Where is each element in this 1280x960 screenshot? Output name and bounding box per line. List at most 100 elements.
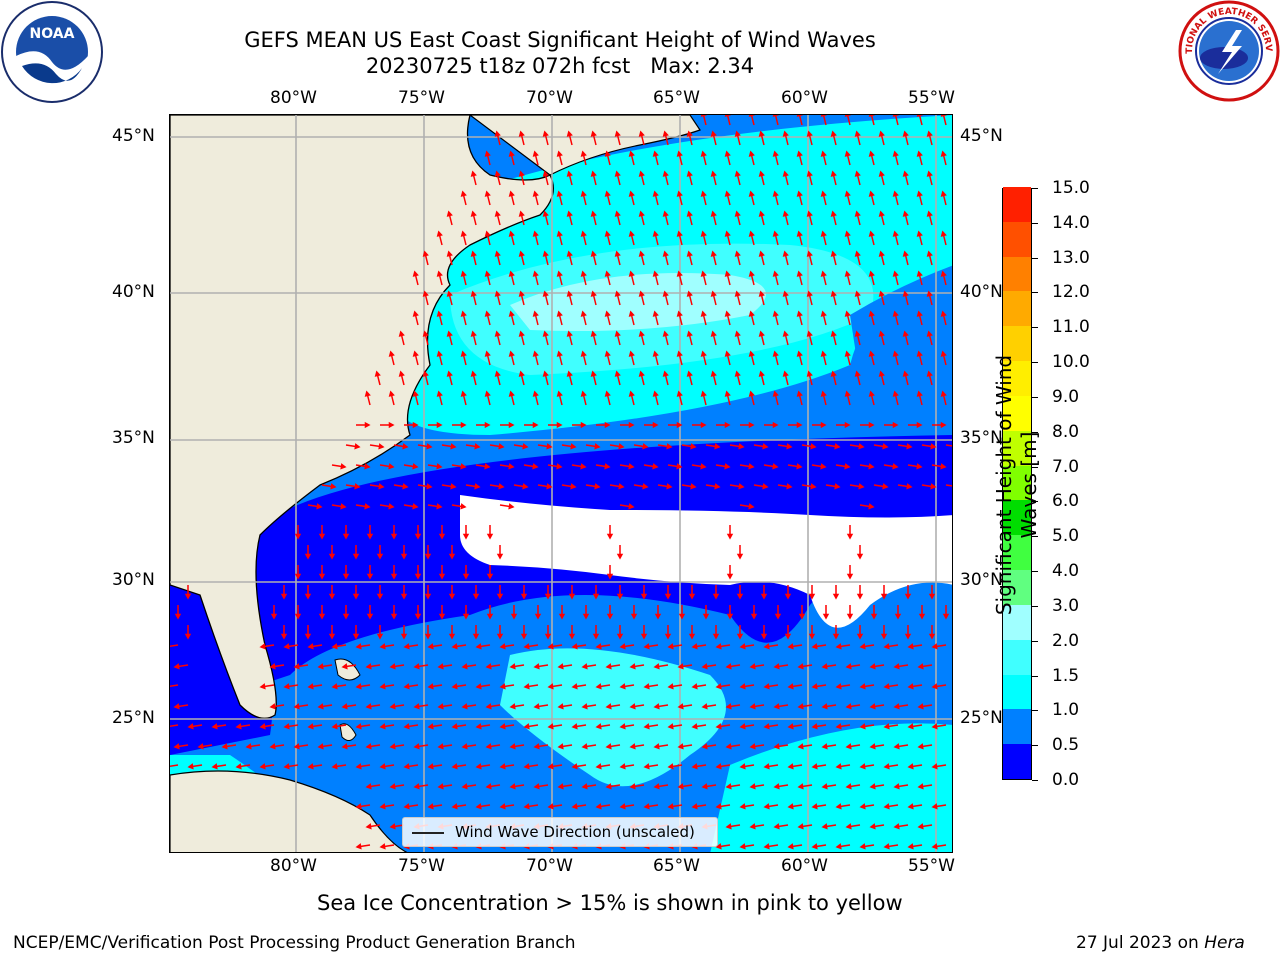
wave-arrow-head — [533, 743, 540, 750]
wave-arrow-head — [739, 683, 746, 690]
wave-arrow-head — [653, 783, 660, 790]
wave-arrow-head — [724, 421, 731, 429]
wave-arrow-head — [844, 270, 851, 277]
lon-label-bottom: 75°W — [398, 856, 445, 876]
wave-arrow-head — [798, 613, 806, 620]
lat-label-left: 35°N — [112, 428, 155, 448]
wave-arrow-head — [820, 350, 827, 357]
wave-arrow-head — [830, 210, 837, 217]
wave-arrow-head — [542, 210, 549, 217]
wave-arrow — [945, 484, 952, 487]
wave-arrow-head — [413, 743, 420, 750]
wave-arrow-head — [424, 553, 432, 560]
wave-arrow-head — [412, 390, 419, 397]
wave-arrow-head — [614, 170, 621, 177]
colorbar-tick-label: 11.0 — [1052, 317, 1090, 338]
wave-arrow-head — [758, 370, 765, 377]
bahamas-land — [334, 658, 361, 681]
wave-arrow-head — [571, 723, 578, 730]
wave-arrow-head — [772, 270, 779, 277]
wave-arrow-head — [796, 150, 803, 157]
wave-arrow — [750, 115, 755, 126]
wave-arrow-head — [640, 593, 648, 600]
wave-arrow-head — [547, 683, 554, 690]
wave-arrow-head — [475, 803, 482, 810]
wave-arrow-head — [726, 573, 734, 580]
wave-arrow-head — [556, 270, 563, 277]
chart-subtitle: 20230725 t18z 072h fcst Max: 2.34 — [365, 54, 755, 78]
colorbar-tick-mark — [1032, 327, 1038, 329]
wave-arrow-head — [760, 593, 768, 600]
wave-arrow-head — [787, 723, 794, 730]
wave-arrow-head — [916, 390, 923, 397]
wave-arrow-head — [643, 683, 650, 690]
wave-arrow-head — [700, 115, 707, 117]
lon-label-top: 65°W — [653, 88, 700, 108]
wave-arrow-head — [566, 330, 573, 337]
wave-arrow-head — [485, 783, 492, 790]
wave-arrow-head — [796, 310, 803, 317]
colorbar-tick-label: 1.0 — [1052, 700, 1080, 721]
wave-arrow-head — [211, 723, 218, 730]
lat-label-right: 30°N — [960, 570, 1003, 590]
wave-arrow-head — [461, 743, 468, 750]
wave-arrow-head — [352, 593, 360, 600]
wave-arrow-head — [859, 763, 866, 770]
wave-arrow-head — [340, 503, 347, 510]
wave-arrow-head — [557, 663, 564, 670]
wave-arrow-head — [532, 190, 539, 197]
wave-arrow-head — [748, 350, 755, 357]
wave-arrow-head — [868, 270, 875, 277]
wave-arrow-head — [725, 783, 732, 790]
wave-arrow-head — [580, 270, 587, 277]
wave-arrow-head — [388, 390, 395, 397]
wave-arrow-head — [676, 421, 683, 429]
wave-arrow-head — [931, 643, 938, 650]
wave-arrow-head — [930, 483, 937, 490]
wave-arrow-head — [390, 573, 398, 580]
wave-arrow-head — [878, 170, 885, 177]
wave-arrow-head — [700, 230, 707, 237]
wave-arrow-head — [902, 130, 909, 137]
wave-arrow — [945, 444, 952, 447]
wave-arrow-head — [436, 390, 443, 397]
wave-arrow-head — [690, 483, 697, 490]
svg-text:NOAA: NOAA — [30, 26, 75, 42]
wave-arrow-head — [869, 663, 876, 670]
chart-title: GEFS MEAN US East Coast Significant Heig… — [244, 28, 876, 52]
wave-arrow-head — [664, 593, 672, 600]
wave-arrow-head — [365, 823, 372, 830]
wave-arrow-head — [412, 421, 419, 429]
wave-arrow-head — [642, 443, 649, 450]
wave-arrow-head — [643, 803, 650, 810]
wave-arrow-head — [379, 803, 386, 810]
wave-arrow-head — [691, 683, 698, 690]
wave-arrow-head — [293, 743, 300, 750]
wave-arrow — [822, 115, 827, 126]
cuba-land — [170, 770, 408, 852]
wave-arrow-head — [293, 703, 300, 710]
wave-arrow-head — [892, 150, 899, 157]
wave-arrow-head — [906, 483, 913, 490]
wave-arrow-head — [907, 763, 914, 770]
wave-arrow-head — [427, 803, 434, 810]
wave-arrow-head — [341, 663, 348, 670]
wave-arrow-head — [893, 743, 900, 750]
wave-arrow-head — [691, 763, 698, 770]
wave-arrow-head — [690, 443, 697, 450]
wave-arrow-head — [667, 763, 674, 770]
colorbar-bin — [1003, 221, 1031, 257]
wave-arrow-head — [666, 443, 673, 450]
wave-arrow-head — [580, 230, 587, 237]
wave-arrow-head — [470, 210, 477, 217]
wave-arrow-head — [426, 483, 433, 490]
wave-arrow-head — [494, 250, 501, 257]
noaa-logo: NOAA — [1, 1, 103, 103]
wave-arrow-head — [317, 743, 324, 750]
wave-arrow-head — [772, 463, 779, 470]
wave-arrow-head — [352, 553, 360, 560]
wave-arrow-head — [499, 803, 506, 810]
map-legend: Wind Wave Direction (unscaled) — [402, 817, 718, 847]
wave-arrow-head — [628, 270, 635, 277]
lat-label-right: 35°N — [960, 428, 1003, 448]
